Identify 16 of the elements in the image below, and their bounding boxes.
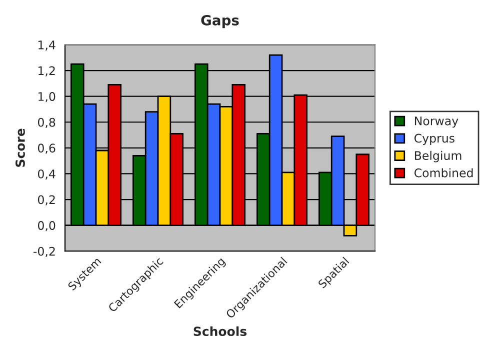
legend-label: Belgium [414, 150, 462, 162]
legend-label: Combined [414, 168, 473, 178]
y-tick-label: 0,6 [38, 144, 56, 154]
y-tick-label: -0,2 [34, 246, 55, 257]
y-tick-label: 0,4 [38, 169, 56, 180]
chart-title: Gaps [201, 14, 239, 28]
y-axis-title: Score [16, 128, 25, 167]
y-tick-label: 1,0 [38, 92, 56, 102]
y-tick-label: 0,2 [38, 195, 55, 206]
y-tick-label: 1,4 [38, 40, 56, 51]
y-tick-label: 0,0 [38, 221, 56, 232]
legend-label: Cyprus [414, 134, 454, 145]
y-tick-label: 0,8 [38, 118, 56, 128]
x-axis-title: Schools [194, 326, 247, 336]
legend-label: Norway [414, 116, 458, 128]
y-tick-label: 1,2 [38, 66, 55, 76]
